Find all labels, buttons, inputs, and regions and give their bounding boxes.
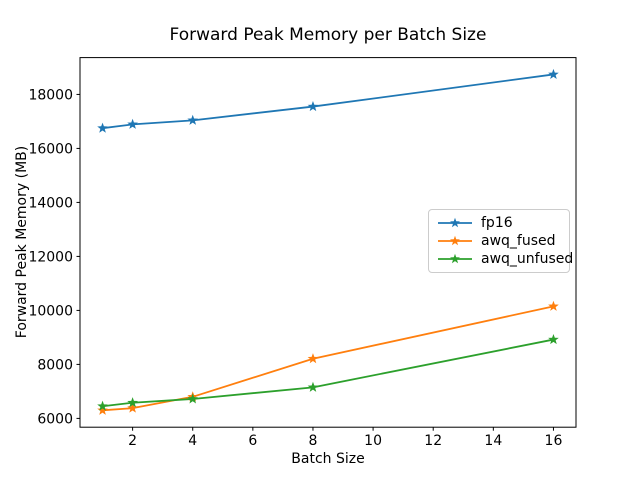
x-tick-label: 8 [309, 433, 318, 449]
y-tick-label: 12000 [28, 249, 73, 265]
data-point-awq_fused [307, 353, 319, 364]
chart-title: Forward Peak Memory per Batch Size [169, 25, 487, 45]
data-point-fp16 [127, 118, 138, 129]
legend-label: awq_unfused [481, 251, 574, 267]
y-tick-label: 8000 [37, 357, 73, 373]
x-tick-label: 4 [188, 433, 197, 449]
series-line-awq_unfused [101, 338, 555, 408]
data-point-awq_fused [97, 404, 108, 415]
x-tick-label: 2 [128, 433, 137, 449]
legend-item-fp16: fp16 [437, 214, 561, 232]
x-axis-label: Batch Size [291, 451, 365, 467]
y-tick-label: 16000 [28, 141, 73, 157]
legend-item-awq_fused: awq_fused [437, 232, 561, 250]
series-line-fp16 [101, 73, 555, 130]
data-point-awq_unfused [548, 333, 559, 345]
data-point-awq_unfused [127, 397, 138, 408]
legend-label: fp16 [481, 215, 513, 231]
series-line-awq_fused [101, 305, 555, 412]
y-tick-label: 10000 [28, 303, 73, 319]
y-tick-label: 18000 [28, 87, 73, 103]
legend-item-awq_unfused: awq_unfused [437, 250, 573, 268]
axes-spines [79, 57, 577, 428]
y-tick-label: 14000 [28, 195, 73, 211]
data-point-fp16 [307, 100, 319, 112]
x-tick-label: 12 [424, 433, 442, 449]
data-point-awq_fused [127, 402, 138, 413]
star-marker-icon [450, 217, 460, 228]
data-point-awq_unfused [97, 400, 108, 411]
x-tick-label: 16 [545, 433, 563, 449]
legend-line-sample [438, 235, 472, 246]
data-point-fp16 [97, 122, 108, 133]
data-point-fp16 [187, 114, 199, 125]
legend-line-sample [438, 253, 472, 264]
x-tick-label: 6 [248, 433, 257, 449]
legend-label: awq_fused [481, 233, 556, 249]
legend-line-sample [438, 217, 472, 228]
star-marker-icon [450, 235, 460, 246]
legend: fp16 awq_fused awq_unfused [428, 209, 573, 273]
data-point-awq_unfused [187, 393, 199, 404]
data-point-fp16 [548, 68, 559, 79]
data-point-awq_unfused [307, 381, 319, 392]
data-point-awq_fused [548, 300, 559, 311]
x-tick-label: 14 [484, 433, 502, 449]
star-marker-icon [450, 253, 460, 264]
y-tick-label: 6000 [37, 411, 73, 427]
x-tick-label: 10 [364, 433, 382, 449]
